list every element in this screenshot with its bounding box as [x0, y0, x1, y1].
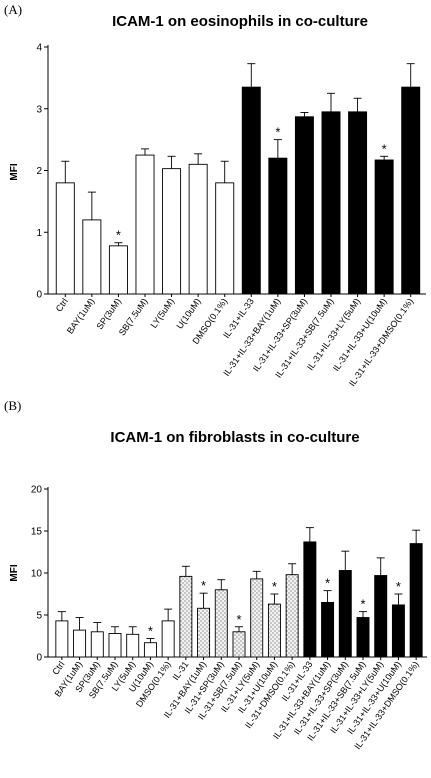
panel-b-y-tick-label: 5: [36, 611, 42, 622]
panel-b-significance-star: *: [148, 624, 153, 639]
panel-b-bar: [197, 607, 211, 658]
panel-b-label: (B): [4, 398, 21, 413]
panel-a-bar: [162, 168, 182, 295]
panel-b-bar: [90, 631, 104, 658]
panel-b-bar: [179, 575, 193, 658]
panel-b-y-tick-label: 20: [31, 485, 43, 496]
panel-a-bar: [82, 219, 102, 295]
panel-a-bar: [135, 154, 155, 295]
panel-a-significance-star: *: [382, 141, 387, 156]
panel-a-y-tick-label: 0: [36, 290, 42, 301]
panel-a-bar: [374, 159, 394, 295]
panel-a-bar: [188, 163, 208, 295]
panel-b-significance-star: *: [272, 579, 277, 594]
panel-b-bar: [303, 541, 317, 658]
panel-a-y-tick-label: 4: [36, 43, 42, 54]
panel-b-bar: [232, 631, 246, 658]
panel-a-y-tick-label: 3: [36, 104, 42, 115]
panel-a-bar: [321, 111, 341, 295]
panel-b-bar: [267, 603, 281, 658]
panel-b-y-axis-label: MFI: [9, 564, 20, 581]
panel-b-significance-star: *: [236, 612, 241, 627]
panel-b-bar: [108, 633, 122, 658]
panel-b-bar: [250, 578, 264, 658]
panel-a-bar: [268, 157, 288, 295]
panel-b-bar: [161, 620, 175, 658]
panel-b-significance-star: *: [325, 576, 330, 591]
panel-b-x-tick-label: Ctrl: [50, 659, 66, 676]
panel-b-bar: [374, 575, 388, 658]
panel-a-x-tick-label: SP(3uM): [95, 296, 124, 331]
panel-b-bar: [356, 617, 370, 658]
panel-a-label: (A): [4, 2, 22, 17]
panel-b-bar: [143, 642, 157, 658]
panel-b-significance-star: *: [396, 579, 401, 594]
panel-a-y-axis-label: MFI: [9, 163, 20, 180]
panel-b-bar: [391, 604, 405, 658]
panel-b-bar: [126, 633, 140, 658]
panel-a-x-tick-label: LY(5uM): [149, 296, 177, 329]
panel-b-plot: 05101520CtrlBAY(1uM)SP(3uM)SB(7.5uM)LY(5…: [31, 485, 427, 751]
panel-b-bar: [55, 620, 69, 658]
panel-b-bar: [409, 543, 423, 658]
panel-b-title: ICAM-1 on fibroblasts in co-culture: [110, 429, 359, 446]
panel-b-bar: [214, 589, 228, 658]
panel-a-bar: [215, 182, 235, 295]
panel-b-bar: [321, 601, 335, 658]
panel-a-bar: [241, 86, 261, 295]
panel-b-y-tick-label: 0: [36, 653, 42, 664]
panel-b-bar: [338, 570, 352, 658]
panel-a-x-tick-label: U(10uM): [175, 296, 203, 330]
panel-a-title: ICAM-1 on eosinophils in co-culture: [112, 13, 368, 30]
panel-a-significance-star: *: [275, 125, 280, 140]
panel-b-significance-star: *: [201, 578, 206, 593]
panel-a-y-tick-label: 2: [36, 166, 42, 177]
panel-a-bar: [348, 111, 368, 295]
panel-a-plot: 01234CtrlBAY(1uM)*SP(3uM)SB(7.5uM)LY(5uM…: [36, 43, 426, 388]
panel-a-bar: [108, 245, 128, 295]
panel-b-significance-star: *: [360, 597, 365, 612]
panel-a-bar: [401, 86, 421, 295]
panel-a-bar: [294, 116, 314, 295]
panel-b-y-tick-label: 10: [31, 569, 43, 580]
panel-b-bar: [73, 629, 87, 658]
panel-b-bar: [285, 574, 299, 658]
panel-a-x-tick-label: Ctrl: [54, 296, 70, 313]
panel-a-significance-star: *: [116, 228, 121, 243]
panel-b-y-tick-label: 15: [31, 527, 43, 538]
panel-a-bar: [55, 182, 75, 295]
panel-a-y-tick-label: 1: [36, 228, 42, 239]
